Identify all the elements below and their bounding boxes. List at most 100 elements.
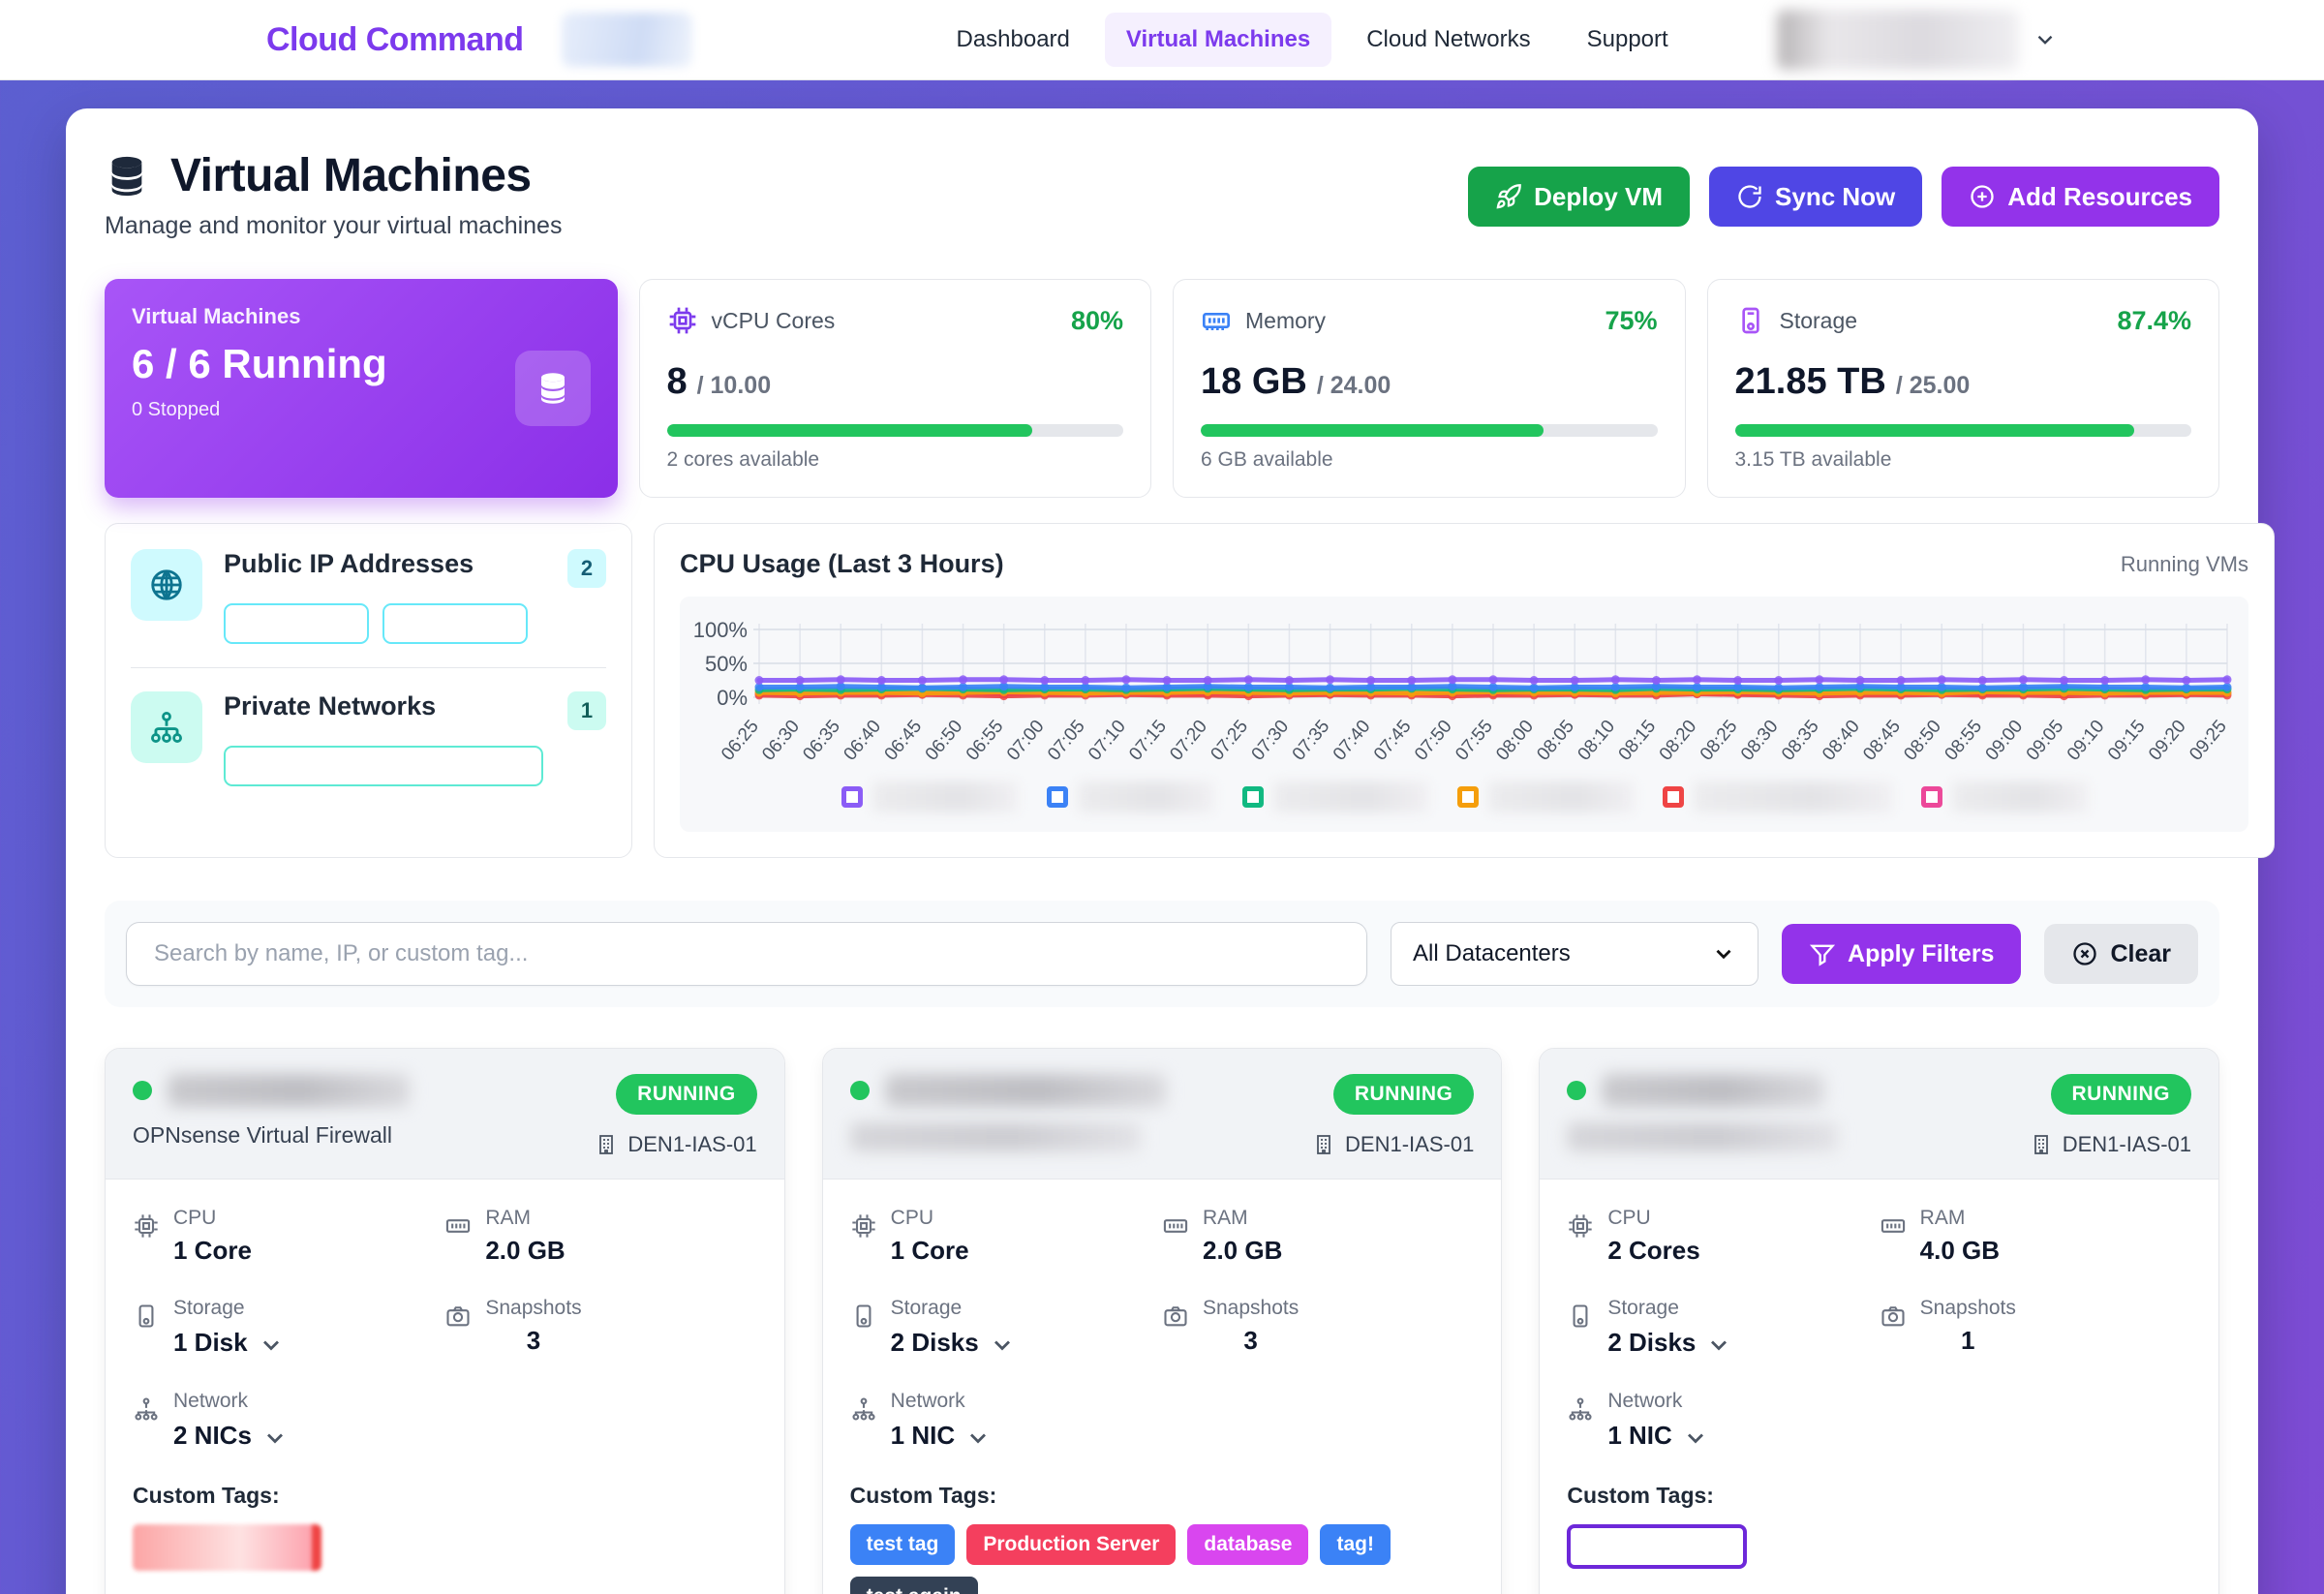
spec-storage: Storage 2 Disks [1567, 1297, 1879, 1359]
legend-swatch [1241, 786, 1264, 808]
svg-text:08:25: 08:25 [1697, 717, 1742, 765]
tag[interactable]: test again [849, 1577, 978, 1594]
apply-filters-label: Apply Filters [1848, 939, 1995, 967]
svg-text:06:55: 06:55 [963, 717, 1008, 765]
sync-now-button[interactable]: Sync Now [1709, 167, 1923, 227]
svg-text:0%: 0% [717, 686, 748, 710]
building-icon [1317, 1135, 1330, 1154]
rocket-icon [1496, 184, 1521, 209]
chevron-down-icon[interactable] [2033, 27, 2058, 52]
legend-item[interactable] [1662, 782, 1892, 812]
svg-text:07:20: 07:20 [1166, 717, 1211, 765]
chevron-down-icon[interactable] [1705, 1332, 1732, 1359]
svg-text:07:50: 07:50 [1411, 717, 1456, 765]
public-ip-chip-redacted[interactable] [382, 603, 528, 644]
chevron-down-icon[interactable] [964, 1425, 992, 1452]
user-menu[interactable] [1777, 10, 2058, 70]
tag-redacted[interactable] [1567, 1524, 1748, 1569]
divider [131, 667, 606, 668]
network-value: 2 NICs [173, 1420, 252, 1450]
search-input[interactable] [126, 922, 1368, 986]
svg-text:08:00: 08:00 [1492, 717, 1538, 765]
svg-text:07:30: 07:30 [1248, 717, 1294, 765]
storage-icon [1741, 307, 1759, 334]
spec-snapshots: Snapshots 1 [1880, 1297, 2191, 1359]
spec-network: Network 1 NIC [1567, 1390, 1879, 1452]
svg-text:08:55: 08:55 [1942, 717, 1987, 765]
clear-filters-button[interactable]: Clear [2044, 924, 2198, 984]
add-resources-button[interactable]: Add Resources [1942, 167, 2219, 227]
ram-value: 2.0 GB [485, 1236, 566, 1265]
cpu-label: CPU [173, 1207, 217, 1229]
brand-logo-image-redacted [562, 13, 693, 67]
network-value: 1 NIC [1607, 1420, 1672, 1450]
nav-item-cloud-networks[interactable]: Cloud Networks [1366, 26, 1531, 52]
ram-label: RAM [1202, 1207, 1248, 1229]
nav-item-support[interactable]: Support [1586, 26, 1668, 52]
tag-redacted[interactable] [133, 1524, 321, 1571]
snapshots-value: 3 [1243, 1326, 1258, 1355]
chevron-down-icon[interactable] [258, 1332, 285, 1359]
legend-item[interactable] [1046, 782, 1213, 812]
apply-filters-button[interactable]: Apply Filters [1782, 924, 2022, 984]
memory-used: 18 GB [1201, 361, 1307, 402]
vm-summary-card: Virtual Machines 6 / 6 Running 0 Stopped [105, 279, 618, 498]
vm-subtitle-redacted [1567, 1122, 1839, 1151]
legend-label-redacted [1077, 782, 1213, 812]
cpu-usage-chart-card: CPU Usage (Last 3 Hours) Running VMs 100… [654, 523, 2275, 858]
add-resources-label: Add Resources [2007, 181, 2192, 211]
storage-value: 2 Disks [1607, 1327, 1697, 1357]
svg-text:100%: 100% [693, 618, 748, 642]
database-icon [111, 156, 142, 196]
cpu-usage-plot: 100% 50% 0% 06:25 06:30 06:35 06:40 06:45 06:50 0… [689, 608, 2239, 780]
nav-item-virtual-machines[interactable]: Virtual Machines [1104, 13, 1332, 67]
memory-available: 6 GB available [1201, 448, 1333, 471]
building-icon [2034, 1135, 2048, 1154]
storage-available: 3.15 TB available [1734, 448, 1892, 471]
top-navigation: Cloud Command Dashboard Virtual Machines… [0, 0, 2324, 79]
nav-item-dashboard[interactable]: Dashboard [956, 26, 1070, 52]
spec-network: Network 1 NIC [850, 1390, 1162, 1452]
vcpu-total: / 10.00 [696, 372, 772, 399]
legend-swatch [1456, 786, 1479, 808]
legend-item[interactable] [841, 782, 1018, 812]
database-icon [540, 373, 565, 404]
svg-text:07:00: 07:00 [1003, 717, 1049, 765]
chevron-down-icon[interactable] [989, 1332, 1016, 1359]
tag[interactable]: Production Server [966, 1524, 1177, 1565]
legend-item[interactable] [1456, 782, 1634, 812]
public-ip-chip-redacted[interactable] [224, 603, 369, 644]
tag[interactable]: test tag [849, 1524, 956, 1565]
database-icon-box [514, 351, 591, 426]
legend-item[interactable] [1241, 782, 1428, 812]
svg-text:50%: 50% [705, 652, 748, 676]
svg-text:08:30: 08:30 [1737, 717, 1783, 765]
private-networks-count-badge: 1 [567, 691, 606, 730]
network-tree-icon [852, 1397, 875, 1421]
legend-item[interactable] [1920, 782, 2088, 812]
snapshots-label: Snapshots [1202, 1297, 1300, 1319]
camera-icon [1881, 1306, 1905, 1327]
storage-stat-card: Storage 87.4% 21.85 TB / 25.00 3.15 TB a… [1706, 279, 2219, 498]
tag[interactable]: tag! [1320, 1524, 1391, 1565]
custom-tags-label: Custom Tags: [1567, 1483, 1714, 1508]
status-badge: RUNNING [2050, 1074, 2191, 1115]
public-ips-section: Public IP Addresses 2 [131, 549, 606, 644]
chevron-down-icon[interactable] [1682, 1425, 1709, 1452]
tag[interactable]: database [1187, 1524, 1309, 1565]
vm-card: OPNsense Virtual Firewall RUNNING DEN1-I… [105, 1048, 785, 1594]
svg-text:06:25: 06:25 [718, 717, 763, 765]
svg-text:08:40: 08:40 [1819, 717, 1864, 765]
plus-circle-icon [1971, 185, 1994, 208]
vcpu-stat-card: vCPU Cores 80% 8 / 10.00 2 cores availab… [638, 279, 1151, 498]
svg-text:08:20: 08:20 [1656, 717, 1701, 765]
datacenter-select[interactable]: All Datacenters [1391, 922, 1759, 986]
private-networks-title: Private Networks [224, 691, 437, 720]
spec-ram: RAM 2.0 GB [1162, 1207, 1474, 1266]
storage-label: Storage [173, 1297, 245, 1319]
brand-logo-text[interactable]: Cloud Command [266, 20, 524, 58]
deploy-vm-button[interactable]: Deploy VM [1468, 167, 1691, 227]
spec-ram: RAM 4.0 GB [1880, 1207, 2191, 1266]
private-network-chip-redacted[interactable] [224, 746, 543, 786]
chevron-down-icon[interactable] [261, 1425, 289, 1452]
